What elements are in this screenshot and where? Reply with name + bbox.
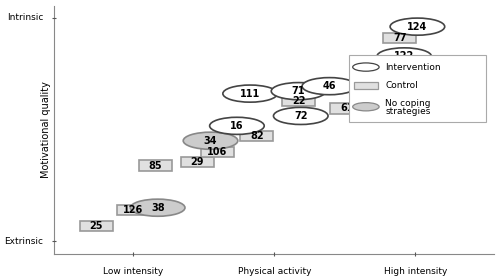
FancyBboxPatch shape [240, 130, 273, 141]
Text: Low intensity: Low intensity [104, 267, 164, 276]
Text: strategies: strategies [386, 107, 430, 116]
Text: 61: 61 [340, 104, 353, 113]
FancyBboxPatch shape [80, 221, 112, 232]
FancyBboxPatch shape [330, 103, 364, 114]
Text: 22: 22 [292, 96, 306, 106]
Ellipse shape [377, 48, 432, 65]
Ellipse shape [302, 78, 356, 95]
Ellipse shape [352, 63, 379, 71]
Text: 124: 124 [408, 22, 428, 32]
Text: High intensity: High intensity [384, 267, 447, 276]
Text: 38: 38 [151, 203, 164, 213]
Text: Intervention: Intervention [386, 62, 441, 72]
Text: 25: 25 [90, 221, 103, 231]
Text: 77: 77 [393, 33, 406, 43]
Text: 122: 122 [394, 52, 414, 61]
Y-axis label: Motivational quality: Motivational quality [42, 81, 51, 178]
Ellipse shape [210, 117, 264, 134]
Text: 85: 85 [148, 160, 162, 171]
Text: 34: 34 [204, 136, 218, 146]
Text: 46: 46 [322, 81, 336, 91]
Ellipse shape [352, 102, 379, 111]
FancyBboxPatch shape [139, 160, 172, 171]
Ellipse shape [183, 132, 238, 149]
Text: 16: 16 [230, 121, 243, 131]
FancyBboxPatch shape [384, 33, 416, 43]
Text: 126: 126 [124, 205, 144, 215]
Text: 111: 111 [240, 88, 260, 99]
FancyBboxPatch shape [282, 96, 315, 106]
Ellipse shape [390, 18, 444, 35]
FancyBboxPatch shape [181, 157, 214, 167]
Text: Intrinsic: Intrinsic [7, 13, 43, 22]
Text: 29: 29 [190, 157, 204, 167]
Text: 72: 72 [294, 111, 308, 121]
Ellipse shape [274, 107, 328, 125]
Text: Extrinsic: Extrinsic [4, 237, 43, 246]
FancyBboxPatch shape [349, 55, 486, 122]
FancyBboxPatch shape [117, 205, 150, 215]
Text: 106: 106 [207, 147, 227, 157]
FancyBboxPatch shape [354, 81, 378, 89]
Ellipse shape [223, 85, 278, 102]
FancyBboxPatch shape [200, 147, 234, 157]
Text: Physical activity: Physical activity [238, 267, 311, 276]
Text: 82: 82 [250, 131, 264, 141]
Text: No coping: No coping [386, 99, 431, 108]
Text: Control: Control [386, 81, 418, 90]
Text: 71: 71 [292, 86, 306, 96]
Ellipse shape [272, 83, 326, 100]
Ellipse shape [130, 199, 185, 216]
